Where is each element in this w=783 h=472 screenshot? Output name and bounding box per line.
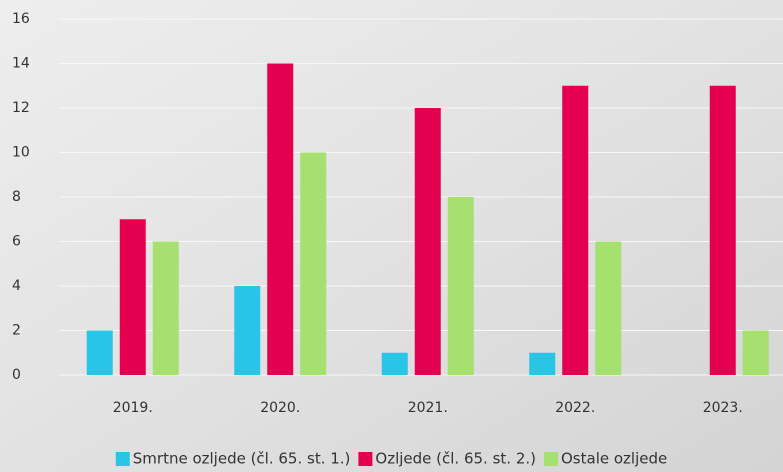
legend-label: Smrtne ozljede (čl. 65. st. 1.) <box>133 450 351 468</box>
bar <box>234 286 261 375</box>
y-tick-label: 0 <box>12 367 21 383</box>
y-tick-label: 6 <box>12 234 21 250</box>
legend-swatch <box>544 452 558 466</box>
legend-swatch <box>115 452 130 466</box>
y-tick-label: 4 <box>12 278 21 294</box>
plot-area: 0 2 4 6 8 10 12 14 16 2019. 2020. 2021. 2022. 2023. <box>12 11 783 416</box>
y-tick-label: 12 <box>12 100 30 116</box>
x-tick-label: 2023. <box>703 400 743 416</box>
bar <box>152 241 179 375</box>
bar <box>595 241 622 375</box>
y-tick-label: 10 <box>12 145 30 161</box>
bar <box>300 152 327 375</box>
legend-label: Ozljede (čl. 65. st. 2.) <box>375 450 536 468</box>
bar <box>119 219 146 375</box>
x-tick-label: 2022. <box>555 400 595 416</box>
y-tick-label: 14 <box>12 56 30 72</box>
y-tick-label: 2 <box>12 323 21 339</box>
bar <box>267 63 294 375</box>
bar <box>562 85 589 375</box>
legend: Smrtne ozljede (čl. 65. st. 1.) Ozljede (… <box>115 450 667 468</box>
bar <box>709 85 736 375</box>
y-tick-label: 16 <box>12 11 30 27</box>
bar <box>742 330 769 375</box>
bar <box>86 330 113 375</box>
bar <box>414 108 441 375</box>
x-tick-label: 2019. <box>113 400 153 416</box>
y-tick-label: 8 <box>12 189 21 205</box>
bar <box>381 352 408 375</box>
x-tick-label: 2020. <box>260 400 300 416</box>
legend-swatch <box>358 452 373 466</box>
legend-label: Ostale ozljede <box>561 450 667 468</box>
bar <box>447 197 474 375</box>
x-tick-label: 2021. <box>408 400 448 416</box>
bar <box>529 352 556 375</box>
